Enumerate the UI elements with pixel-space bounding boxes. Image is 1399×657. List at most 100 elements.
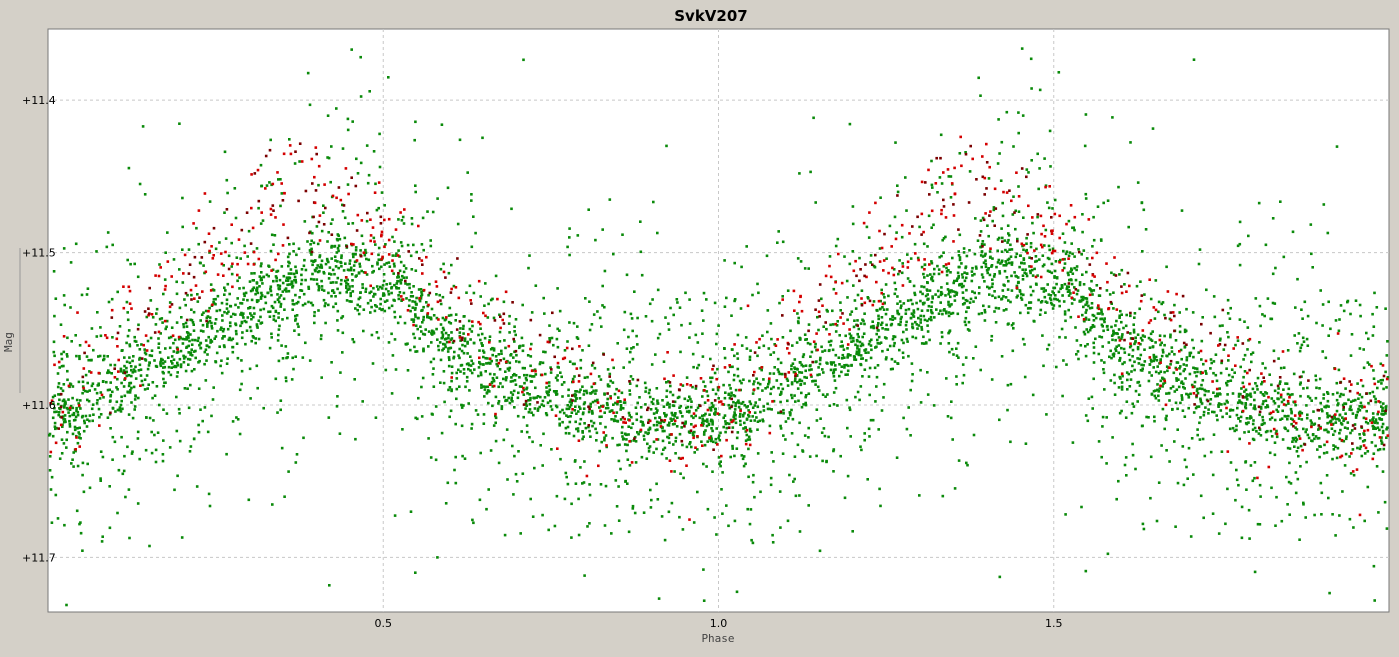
data-point-green [480,342,483,345]
data-point-green [562,381,566,384]
data-point-green [769,392,772,396]
data-point-green [846,426,849,430]
data-point-green [470,193,473,196]
data-point-green [1299,444,1303,448]
data-point-green [1097,440,1101,443]
data-point-green [145,374,149,377]
data-point-green [143,388,147,391]
data-point-green [648,395,652,399]
data-point-green [931,297,934,300]
data-point-green [593,366,597,370]
data-point-green [1124,416,1128,419]
data-point-green [295,314,299,317]
data-point-green [941,494,945,498]
data-point-green [549,405,553,408]
data-point-green [74,415,78,419]
data-point-green [251,335,255,338]
data-point-green [70,340,73,343]
data-point-green [777,370,781,374]
data-point-green [228,292,231,296]
data-point-green [404,267,408,270]
data-point-green [1258,341,1261,344]
data-point-green [1288,513,1291,516]
data-point-green [1189,535,1193,538]
data-point-green [998,418,1001,422]
data-point-green [406,283,409,286]
data-point-green [1113,381,1116,385]
data-point-green [491,376,495,380]
data-point-green [965,310,968,314]
data-point-green [244,291,248,295]
data-point-green [765,254,769,258]
data-point-green [981,276,985,279]
data-point-green [187,336,190,339]
data-point-green [957,254,961,257]
data-point-green [661,399,664,402]
data-point-green [155,385,159,388]
data-point-green [255,287,259,291]
data-point-green [1243,370,1247,373]
data-point-green [522,58,525,62]
data-point-green [337,266,340,270]
data-point-green [225,298,229,302]
data-point-green [348,262,351,265]
data-point-green [737,405,741,409]
data-point-green [626,458,630,461]
data-point-green [523,366,526,370]
data-point-green [1249,392,1252,396]
data-point-green [1378,428,1381,432]
data-point-green [1207,412,1210,415]
data-point-green [1026,307,1030,310]
data-point-green [1200,402,1204,405]
data-point-green [641,423,644,427]
data-point-green [1297,454,1300,458]
data-point-green [1058,335,1061,339]
data-point-green [591,424,594,428]
data-point-green [1216,394,1219,398]
data-point-green [1006,250,1009,253]
data-point-green [335,107,338,110]
data-point-green [706,420,709,423]
data-point-green [276,293,279,296]
data-point-green [814,342,817,346]
data-point-green [681,384,685,387]
data-point-green [1259,405,1263,409]
data-point-green [1261,402,1265,406]
data-point-green [665,144,668,148]
data-point-green [809,364,812,367]
data-point-green [511,444,514,448]
data-point-green [1062,359,1065,362]
data-point-green [117,468,121,472]
data-point-green [753,419,756,422]
data-point-green [1169,387,1173,390]
data-point-green [452,355,456,359]
data-point-green [964,276,968,280]
data-point-green [1386,340,1389,343]
data-point-green [968,170,972,173]
data-point-green [800,363,804,367]
data-point-green [558,309,562,313]
data-point-green [863,432,866,435]
data-point-green [1149,496,1152,500]
data-point-green [1294,491,1298,495]
data-point-green [1082,283,1086,286]
data-point-green [181,225,184,229]
data-point-green [950,289,953,292]
data-point-green [270,336,273,339]
data-point-green [1321,303,1325,306]
data-point-green [1105,462,1108,465]
data-point-green [268,310,272,313]
data-point-green [764,387,767,390]
data-point-green [665,395,668,398]
data-point-green [1131,364,1134,368]
data-point-green [483,395,486,398]
data-point-green [1187,406,1190,410]
data-point-green [1107,341,1111,344]
data-point-green [1042,290,1046,293]
data-point-green [374,182,377,186]
data-point-green [463,457,467,460]
data-point-green [873,366,877,370]
data-point-green [696,341,700,344]
data-point-green [434,405,438,408]
data-point-green [859,445,862,448]
